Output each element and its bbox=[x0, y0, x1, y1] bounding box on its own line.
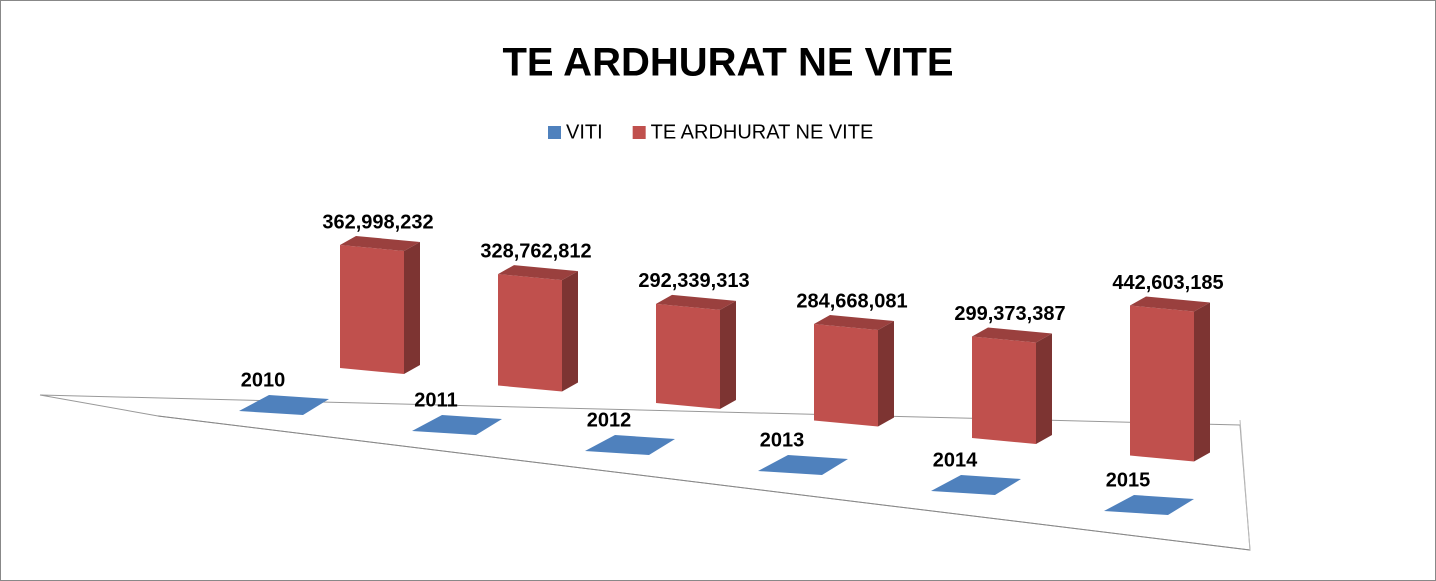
data-label: 2014 bbox=[933, 449, 978, 471]
legend-swatch bbox=[548, 126, 561, 139]
bar-top bbox=[585, 435, 675, 455]
bar bbox=[498, 265, 578, 392]
bar bbox=[1104, 495, 1194, 515]
floor-edge bbox=[157, 415, 1251, 551]
bar bbox=[656, 294, 736, 409]
bar bbox=[814, 315, 894, 427]
bar bbox=[758, 455, 848, 475]
bar bbox=[931, 475, 1021, 495]
bar bbox=[972, 327, 1052, 444]
bar bbox=[412, 415, 502, 435]
bar-front bbox=[814, 324, 878, 427]
data-label: 2011 bbox=[414, 389, 457, 411]
legend-swatch bbox=[632, 126, 646, 139]
data-label: 2015 bbox=[1106, 469, 1151, 491]
bar-top bbox=[972, 327, 1052, 343]
bar-side bbox=[1036, 333, 1052, 444]
bar bbox=[239, 395, 329, 415]
bar bbox=[585, 435, 675, 455]
bar-front bbox=[972, 336, 1036, 444]
bar-side bbox=[562, 271, 578, 392]
bar-top bbox=[239, 395, 329, 415]
chart-title: TE ARDHURAT NE VITE bbox=[502, 41, 953, 85]
bar-front bbox=[340, 244, 404, 374]
data-label: 362,998,232 bbox=[322, 211, 433, 233]
data-label: 2010 bbox=[241, 369, 286, 391]
bar bbox=[1130, 296, 1210, 462]
bar-top bbox=[1104, 495, 1194, 515]
legend-label: VITI bbox=[566, 121, 603, 143]
bar-top bbox=[412, 415, 502, 435]
data-label: 284,668,081 bbox=[796, 290, 907, 312]
bar-front bbox=[1130, 305, 1194, 462]
bar-side bbox=[878, 321, 894, 427]
data-label: 2012 bbox=[587, 409, 632, 431]
bar-front bbox=[656, 303, 720, 409]
bar-top bbox=[340, 235, 420, 251]
bar-top bbox=[1130, 296, 1210, 312]
bar-side bbox=[1194, 302, 1210, 462]
floor-edge bbox=[1239, 419, 1251, 551]
data-label: 328,762,812 bbox=[480, 240, 591, 262]
bar-top bbox=[656, 294, 736, 310]
data-label: 299,373,387 bbox=[954, 303, 1065, 325]
bar-top bbox=[498, 265, 578, 281]
data-label: 442,603,185 bbox=[1112, 272, 1223, 294]
bar-top bbox=[758, 455, 848, 475]
data-label: 2013 bbox=[760, 429, 805, 451]
bar bbox=[340, 235, 420, 374]
bar-front bbox=[498, 274, 562, 392]
legend-label: TE ARDHURAT NE VITE bbox=[651, 121, 874, 143]
bar-side bbox=[720, 300, 736, 409]
data-label: 292,339,313 bbox=[638, 270, 749, 292]
bar-side bbox=[404, 241, 420, 374]
bar-top bbox=[814, 315, 894, 331]
bar-top bbox=[931, 475, 1021, 495]
